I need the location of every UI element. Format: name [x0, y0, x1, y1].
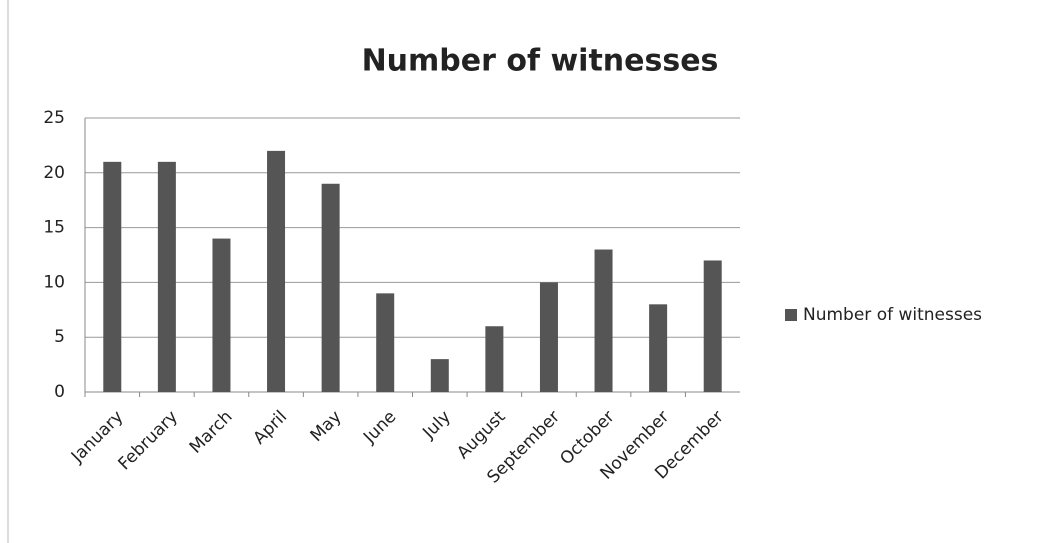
chart-title: Number of witnesses — [362, 44, 719, 79]
x-tick-label: July — [418, 407, 454, 443]
x-tick-label: June — [359, 407, 400, 448]
x-tick-label: April — [249, 407, 291, 449]
legend-swatch — [785, 309, 797, 321]
bar — [649, 304, 668, 392]
y-tick-label: 20 — [43, 163, 65, 183]
x-tick-label: May — [307, 407, 346, 446]
bar — [267, 150, 286, 392]
legend-label: Number of witnesses — [803, 305, 982, 325]
bar — [485, 326, 504, 392]
bar — [430, 359, 449, 392]
bar — [376, 293, 395, 392]
y-tick-label: 10 — [43, 272, 65, 292]
bar — [539, 282, 558, 392]
y-tick-label: 0 — [54, 382, 65, 402]
bar — [321, 183, 340, 392]
bar — [212, 238, 231, 392]
y-tick-label: 15 — [43, 218, 65, 238]
y-tick-label: 25 — [43, 108, 65, 128]
bar — [703, 260, 722, 392]
bar — [594, 249, 613, 392]
y-tick-label: 5 — [54, 327, 65, 347]
x-tick-label: February — [115, 407, 182, 474]
bar — [103, 161, 122, 392]
x-tick-label: March — [186, 407, 237, 458]
bar — [157, 161, 176, 392]
